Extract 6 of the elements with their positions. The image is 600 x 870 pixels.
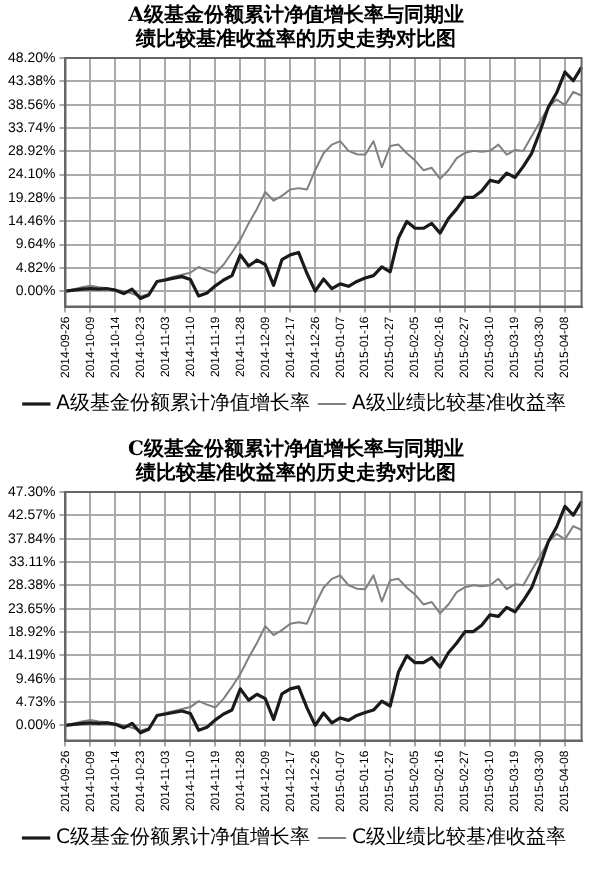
- legend-label: A级基金份额累计净值增长率: [56, 391, 311, 416]
- chart-title: A级基金份额累计净值增长率与同期业绩比较基准收益率的历史走势对比图: [126, 3, 464, 52]
- legend-label: C级业绩比较基准收益率: [352, 825, 566, 850]
- legend-label: C级基金份额累计净值增长率: [56, 825, 310, 850]
- legend-label: A级业绩比较基准收益率: [352, 391, 566, 416]
- chart-title: C级基金份额累计净值增长率与同期业绩比较基准收益率的历史走势对比图: [128, 437, 464, 486]
